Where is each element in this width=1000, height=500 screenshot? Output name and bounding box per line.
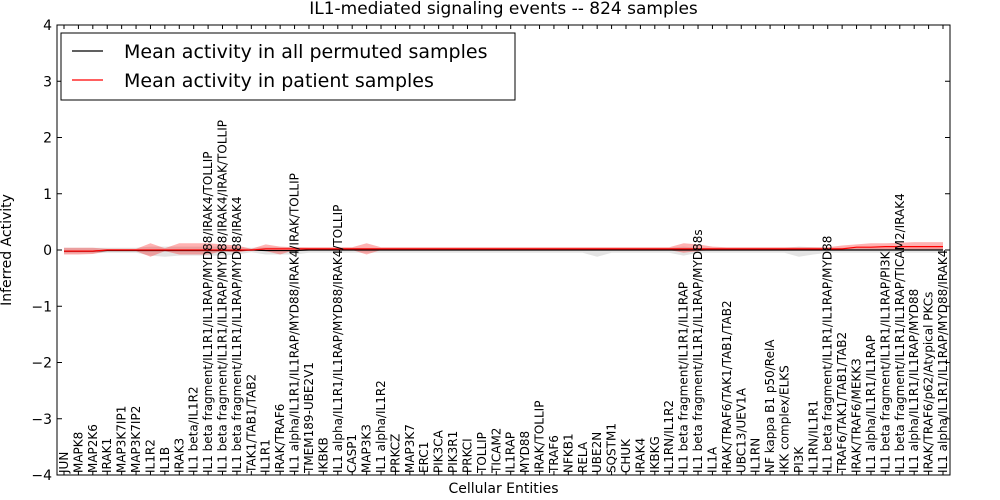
- category-label: IL1 beta fragment/IL1R1/IL1RAP/MYD88/IRA…: [201, 152, 215, 473]
- category-label: MAPK8: [71, 432, 85, 473]
- category-label: IKK complex/ELKS: [777, 365, 791, 473]
- category-label: CASP1: [345, 434, 359, 473]
- category-label: IRAK/TRAF6/TAK1/TAB1/TAB2: [720, 300, 734, 473]
- category-label: IL1R1: [259, 439, 273, 473]
- y-tick-label: 0: [43, 243, 52, 259]
- category-label: SQSTM1: [605, 423, 619, 473]
- category-label: IRAK1: [100, 438, 114, 473]
- category-label: TRAF6/TAK1/TAB1/TAB2: [835, 332, 849, 474]
- category-label: IL1 beta fragment/IL1R1/IL1RAP/TICAM2/IR…: [893, 193, 907, 473]
- y-tick-label: −4: [31, 468, 52, 484]
- category-label: IL1RN/IL1R1: [806, 400, 820, 473]
- category-label: IL1 beta fragment/IL1R1/IL1RAP/PI3K: [878, 250, 892, 473]
- category-label: IRAK/TRAF6: [273, 404, 287, 473]
- category-label: IRAK3: [172, 438, 186, 473]
- y-axis-ticks: −4 −3 −2 −1 0 1 2 3 4: [31, 18, 950, 484]
- legend-label-permuted: Mean activity in all permuted samples: [124, 41, 487, 63]
- category-label: MAP3K3: [360, 424, 374, 473]
- category-label: TICAM2: [489, 428, 503, 474]
- category-label: ERC1: [417, 442, 431, 473]
- category-label: IL1 beta fragment/IL1R1/IL1RAP/MYD88/IRA…: [216, 120, 230, 473]
- y-tick-label: 4: [43, 18, 52, 34]
- category-label: IL1RN: [749, 438, 763, 473]
- category-label: IRAK/TOLLIP: [533, 401, 547, 473]
- y-tick-label: −1: [31, 299, 52, 315]
- chart-title: IL1-mediated signaling events -- 824 sam…: [309, 0, 698, 19]
- category-label: IL1 alpha/IL1R1/IL1RAP/MYD88/IRAK4/TOLLI…: [331, 205, 345, 473]
- category-label: MAP3K7IP1: [115, 406, 129, 473]
- category-label: MYD88: [518, 431, 532, 473]
- category-label: IL1 alpha/IL1R1/IL1RAP/MYD88/IRAK4: [936, 250, 950, 473]
- x-axis-ticks: [63, 25, 944, 475]
- category-label: MAP3K7IP2: [129, 406, 143, 473]
- category-label: IL1 alpha/IL1R1/IL1RAP/MYD88: [907, 289, 921, 473]
- category-label: PI3K: [792, 446, 806, 473]
- category-label: TAK1/TAB1/TAB2: [244, 374, 258, 474]
- category-label: TOLLIP: [475, 432, 489, 474]
- series-lines: [64, 246, 943, 252]
- category-label: CHUK: [619, 438, 633, 473]
- category-label: IL1 beta fragment/IL1R1/IL1RAP: [677, 282, 691, 473]
- category-label: IKBKB: [316, 437, 330, 473]
- category-label: IL1RAP: [504, 432, 518, 473]
- y-axis-label: Inferred Activity: [0, 194, 15, 306]
- category-label: IL1 beta fragment/IL1R1/IL1RAP/MYD88/IRA…: [230, 196, 244, 473]
- category-label: IL1 alpha/IL1R2: [374, 380, 388, 473]
- y-tick-label: 1: [43, 187, 52, 203]
- category-label: IL1 beta fragment/IL1R1/IL1RAP/MYD88: [821, 236, 835, 473]
- category-label: JUN: [57, 452, 71, 474]
- category-label: TMEM189-UBE2V1: [302, 362, 316, 474]
- category-label: NFKB1: [561, 433, 575, 473]
- category-label: IL1 alpha/IL1R1/IL1RAP: [864, 335, 878, 473]
- category-label: UBE2N: [590, 432, 604, 473]
- category-label: PIK3R1: [446, 431, 460, 473]
- y-tick-label: −2: [31, 356, 52, 372]
- category-label: PRKCZ: [388, 434, 402, 473]
- legend: Mean activity in all permuted samples Me…: [60, 32, 516, 101]
- category-label: IKBKG: [648, 436, 662, 473]
- category-label: TRAF6: [547, 435, 561, 474]
- category-label: UBC13/UEV1A: [734, 387, 748, 473]
- category-label: IRAK4: [633, 438, 647, 473]
- category-label: PIK3CA: [432, 429, 446, 473]
- line-series-1: [64, 246, 943, 252]
- category-label: IL1A: [705, 446, 719, 473]
- legend-label-patient: Mean activity in patient samples: [124, 70, 434, 92]
- category-label: IRAK/TRAF6/MEKK3: [850, 358, 864, 473]
- category-label: RELA: [576, 441, 590, 473]
- category-labels: JUN MAPK8 MAP2K6 IRAK1 MAP3K7IP1 MAP3K7IP2 IL1…: [57, 120, 950, 474]
- category-label: MAP2K6: [86, 424, 100, 473]
- legend-box: [60, 32, 516, 101]
- category-label: NF kappa B1 p50/RelA: [763, 339, 777, 473]
- category-label: IL1B: [158, 447, 172, 473]
- category-label: IL1 beta fragment/IL1R1/IL1RAP/MYD88s: [691, 229, 705, 473]
- x-axis-label: Cellular Entities: [448, 481, 558, 497]
- y-tick-label: 2: [43, 131, 52, 147]
- category-label: IL1RN/IL1R2: [662, 400, 676, 473]
- category-label: IL1 alpha/IL1R1/IL1RAP/MYD88/IRAK4/IRAK/…: [288, 173, 302, 473]
- y-tick-label: −3: [31, 412, 52, 428]
- category-label: IRAK/TRAF6/p62/Atypical PKCs: [922, 292, 936, 473]
- category-label: MAP3K7: [403, 424, 417, 473]
- y-tick-label: 3: [43, 74, 52, 90]
- category-label: PRKCI: [460, 438, 474, 473]
- category-label: IL1R2: [143, 439, 157, 473]
- category-label: IL1 beta/IL1R2: [187, 386, 201, 473]
